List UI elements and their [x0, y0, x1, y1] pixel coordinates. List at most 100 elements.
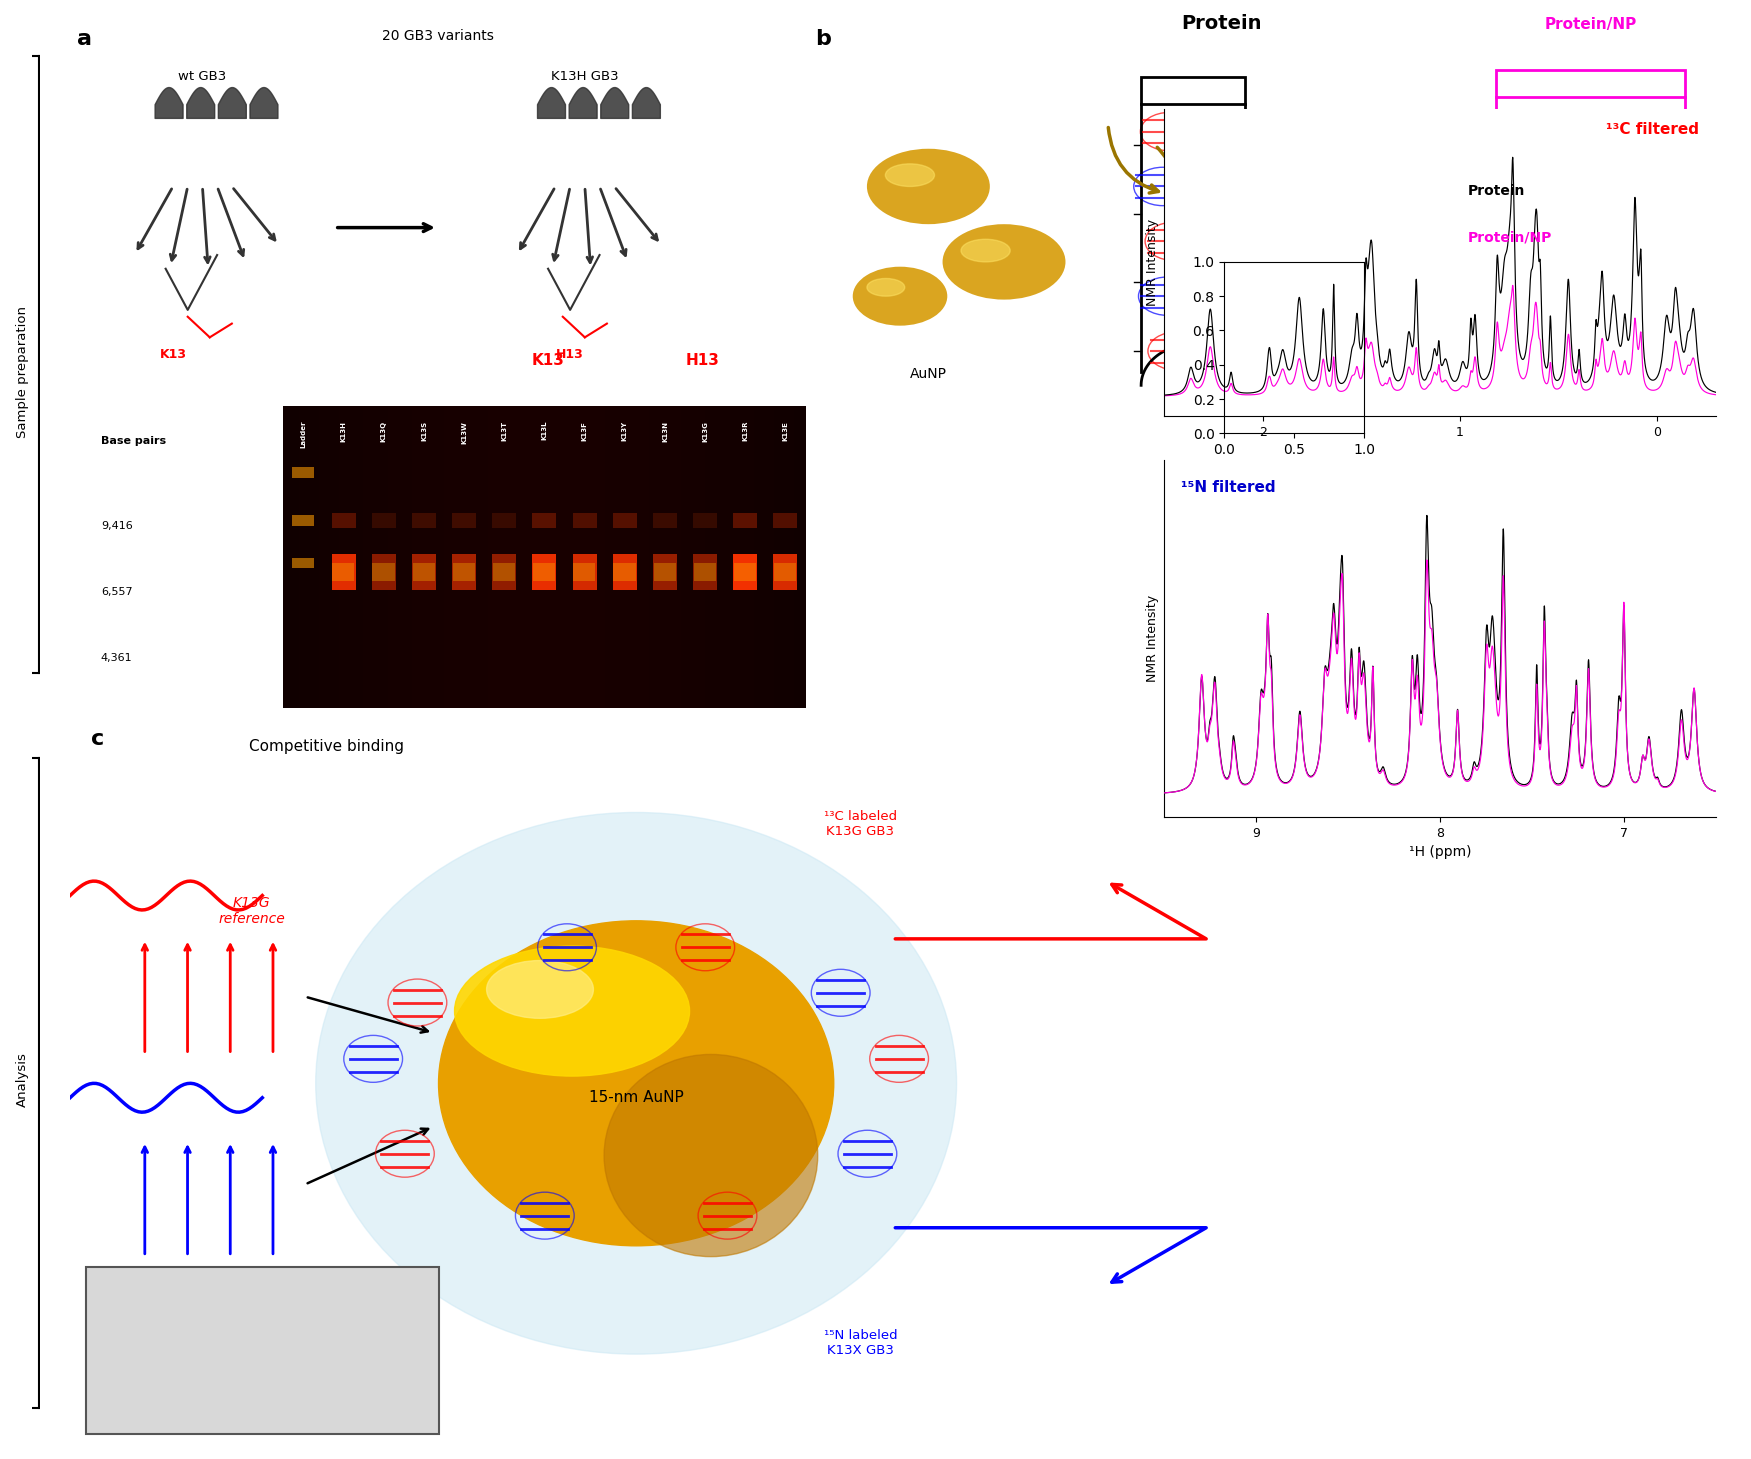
X-axis label: ¹H (ppm): ¹H (ppm)	[1410, 845, 1471, 859]
Bar	[573, 563, 595, 581]
Text: Ladder: Ladder	[301, 422, 306, 448]
Ellipse shape	[867, 149, 989, 225]
Text: ¹³C filtered: ¹³C filtered	[1606, 123, 1700, 137]
Text: $[^{15}N\ K13X]_{bound}$: $[^{15}N\ K13X]_{bound}$	[187, 1297, 284, 1316]
Ellipse shape	[487, 960, 594, 1018]
Bar	[1142, 77, 1245, 104]
Bar	[734, 514, 756, 528]
Bar	[693, 563, 716, 581]
Text: ¹⁵N labeled
K13X GB3: ¹⁵N labeled K13X GB3	[823, 1329, 897, 1357]
Bar	[1495, 70, 1684, 98]
Bar	[413, 563, 434, 581]
Bar	[573, 514, 597, 528]
Ellipse shape	[455, 945, 690, 1077]
Bar	[653, 514, 678, 528]
Bar	[613, 554, 637, 589]
Bar	[734, 554, 756, 589]
Text: K13E: K13E	[783, 422, 788, 441]
Text: K13F: K13F	[581, 422, 588, 441]
Ellipse shape	[1548, 231, 1597, 255]
Bar	[333, 563, 354, 581]
Bar	[292, 557, 313, 568]
Text: Analysis: Analysis	[16, 1052, 30, 1107]
Text: K13G
reference: K13G reference	[219, 896, 285, 925]
Bar	[734, 563, 756, 581]
Bar	[452, 514, 476, 528]
Text: wt GB3: wt GB3	[179, 70, 226, 83]
Text: K13W: K13W	[461, 422, 468, 444]
Text: H13: H13	[686, 353, 720, 368]
Ellipse shape	[438, 921, 833, 1246]
Ellipse shape	[315, 813, 956, 1354]
Bar	[331, 514, 355, 528]
Text: K13: K13	[159, 347, 187, 360]
Text: K13G: K13G	[702, 422, 707, 442]
Bar	[371, 514, 396, 528]
Text: 4,361: 4,361	[102, 654, 133, 664]
Text: AuNP: AuNP	[911, 368, 947, 381]
Text: K13Q: K13Q	[380, 422, 387, 442]
Ellipse shape	[867, 279, 905, 296]
Y-axis label: NMR Intensity: NMR Intensity	[1145, 595, 1159, 681]
Text: ¹⁵N filtered: ¹⁵N filtered	[1180, 480, 1275, 495]
Ellipse shape	[853, 267, 947, 325]
Text: Sample preparation: Sample preparation	[16, 306, 30, 438]
Text: a: a	[77, 29, 93, 48]
Bar	[774, 514, 797, 528]
Bar	[573, 554, 597, 589]
Ellipse shape	[942, 225, 1065, 299]
Bar	[452, 554, 476, 589]
Text: K13T: K13T	[501, 422, 508, 441]
Text: 15-nm AuNP: 15-nm AuNP	[588, 1090, 683, 1106]
Bar	[613, 514, 637, 528]
Text: 9,416: 9,416	[102, 521, 133, 531]
Bar	[492, 554, 517, 589]
Ellipse shape	[961, 239, 1010, 261]
Text: K13N: K13N	[662, 422, 667, 442]
Text: ¹³C labeled
K13G GB3: ¹³C labeled K13G GB3	[825, 810, 897, 837]
Bar	[653, 563, 676, 581]
Ellipse shape	[886, 163, 935, 187]
Text: K13H GB3: K13H GB3	[552, 70, 618, 83]
Bar	[653, 554, 678, 589]
Text: Affinity scale for X:: Affinity scale for X:	[166, 1282, 312, 1296]
FancyBboxPatch shape	[86, 1268, 438, 1434]
Bar	[492, 514, 517, 528]
Bar	[613, 563, 636, 581]
Bar	[454, 563, 475, 581]
Bar	[411, 514, 436, 528]
Text: K13S: K13S	[420, 422, 427, 441]
Text: Protein/NP: Protein/NP	[1467, 231, 1551, 244]
Text: K13Y: K13Y	[622, 422, 627, 441]
Text: K13L: K13L	[541, 422, 548, 441]
Text: Base pairs: Base pairs	[102, 436, 166, 446]
Text: Competitive binding: Competitive binding	[249, 740, 404, 754]
Bar	[411, 554, 436, 589]
Text: 6,557: 6,557	[102, 587, 133, 597]
Text: c: c	[91, 730, 105, 750]
Bar	[774, 554, 797, 589]
Text: 20 GB3 variants: 20 GB3 variants	[382, 29, 494, 42]
Text: Protein: Protein	[1467, 184, 1525, 198]
Y-axis label: NMR Intensity: NMR Intensity	[1145, 219, 1159, 306]
Text: K13H: K13H	[340, 422, 347, 442]
Bar	[373, 563, 394, 581]
Bar	[371, 554, 396, 589]
Bar	[494, 563, 515, 581]
Bar	[532, 563, 555, 581]
Bar	[693, 514, 718, 528]
Text: $\alpha_X =$: $\alpha_X =$	[112, 1325, 147, 1341]
Bar	[774, 563, 797, 581]
Bar	[292, 467, 313, 477]
Bar	[532, 554, 557, 589]
Bar	[693, 554, 718, 589]
Text: $[^{13}C\ K13G]_{bound}$: $[^{13}C\ K13G]_{bound}$	[187, 1348, 284, 1366]
Text: H13: H13	[557, 347, 585, 360]
Text: Protein: Protein	[1182, 13, 1262, 32]
Bar	[331, 554, 355, 589]
Ellipse shape	[604, 1055, 818, 1256]
Bar	[292, 515, 313, 525]
Text: b: b	[814, 29, 830, 48]
Bar	[532, 514, 557, 528]
Ellipse shape	[1529, 214, 1651, 296]
